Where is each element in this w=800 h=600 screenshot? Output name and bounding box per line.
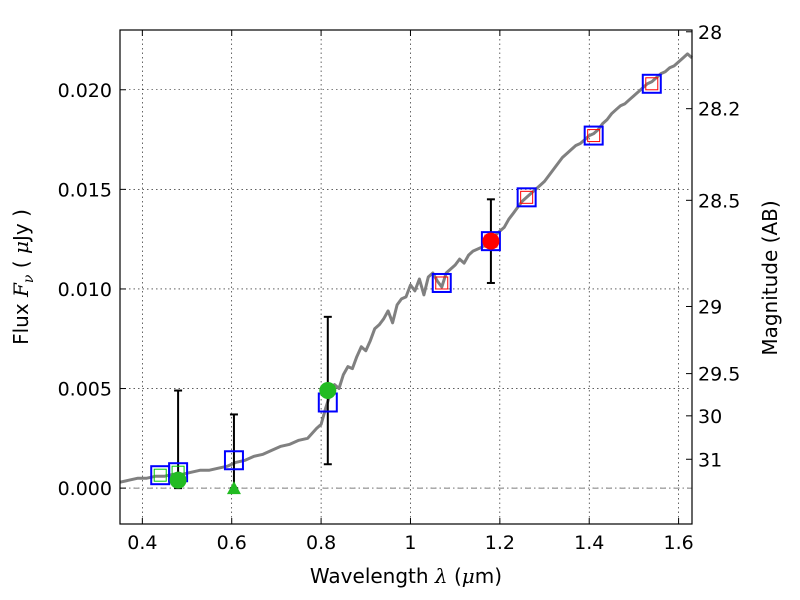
- model-photometry-square: [516, 187, 537, 208]
- right-tick-label: 28.2: [698, 99, 740, 121]
- x-tick-label: 0.8: [306, 532, 336, 554]
- sed-model-line: [119, 52, 693, 484]
- grid: [120, 30, 692, 524]
- detection-point: [482, 232, 500, 250]
- inner-square-marker: [435, 276, 449, 290]
- y-tick-label: 0.020: [58, 80, 112, 102]
- ticks: 0.4 0.6 0.8 1 1.2 1.4 1.6 0.000 0.005 0.010 0.015 0…: [58, 22, 741, 554]
- detection-point: [169, 471, 187, 489]
- x-tick-label: 0.6: [217, 532, 247, 554]
- y-tick-label: 0.000: [58, 478, 112, 500]
- model-photometry-square: [480, 231, 501, 252]
- inner-square-marker: [645, 77, 659, 91]
- model-photometry-square: [641, 73, 662, 94]
- right-tick-label: 31: [698, 449, 722, 471]
- right-tick-label: 29: [698, 296, 722, 318]
- inner-square-marker: [587, 129, 601, 143]
- model-photometry-square: [431, 272, 452, 293]
- model-photometry-square: [223, 450, 244, 471]
- inner-square-marker: [153, 468, 167, 482]
- x-axis-title: Wavelength λ (μm): [310, 564, 502, 588]
- plot-frame: [119, 29, 693, 525]
- marker-layer: [150, 73, 662, 495]
- right-tick-label: 30: [698, 406, 722, 428]
- upper-limit-triangle: [226, 481, 241, 495]
- x-tick-label: 1.2: [485, 532, 515, 554]
- y-tick-label: 0.010: [58, 279, 112, 301]
- detection-point: [319, 382, 337, 400]
- right-tick-label: 28: [698, 22, 722, 44]
- x-tick-label: 1.4: [574, 532, 604, 554]
- x-tick-label: 0.4: [127, 532, 157, 554]
- y-tick-label: 0.015: [58, 179, 112, 201]
- y-tick-label: 0.005: [58, 379, 112, 401]
- y-axis-title: Flux Fν ( μJy ): [9, 209, 37, 345]
- model-photometry-square: [583, 125, 604, 146]
- right-tick-label: 29.5: [698, 364, 740, 386]
- x-tick-label: 1: [404, 532, 416, 554]
- inner-square-marker: [520, 190, 534, 204]
- right-tick-label: 28.5: [698, 190, 740, 212]
- right-axis-title: Magnitude (AB): [758, 200, 782, 355]
- x-tick-label: 1.6: [663, 532, 693, 554]
